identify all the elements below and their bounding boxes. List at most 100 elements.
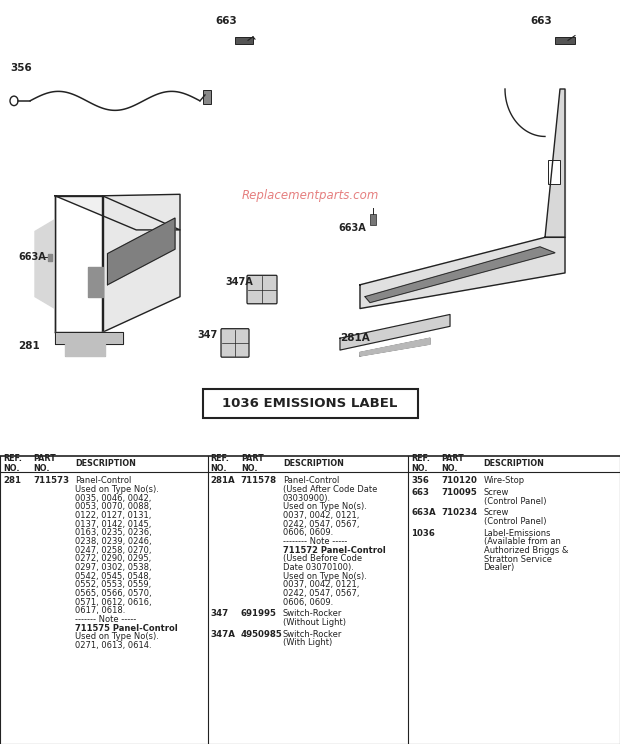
Text: Screw: Screw (484, 488, 509, 497)
Polygon shape (55, 196, 180, 230)
Bar (555, 36, 575, 44)
Text: 0037, 0042, 0121,: 0037, 0042, 0121, (283, 580, 359, 589)
Text: Used on Type No(s).: Used on Type No(s). (75, 632, 159, 641)
Text: 0242, 0547, 0567,: 0242, 0547, 0567, (283, 520, 360, 529)
Text: (Available from an: (Available from an (484, 537, 560, 546)
Text: Used on Type No(s).: Used on Type No(s). (75, 485, 159, 494)
Text: Switch-Rocker: Switch-Rocker (283, 609, 342, 618)
Text: 0053, 0070, 0088,: 0053, 0070, 0088, (75, 502, 152, 511)
Text: 347: 347 (211, 609, 229, 618)
Text: 281: 281 (18, 341, 40, 350)
Text: 1036 EMISSIONS LABEL: 1036 EMISSIONS LABEL (223, 397, 397, 410)
Bar (370, 214, 376, 225)
Text: Dealer): Dealer) (484, 563, 515, 572)
Text: REF.
NO.: REF. NO. (3, 454, 22, 473)
Text: (Used Before Code: (Used Before Code (283, 554, 362, 563)
Text: PART
NO.: PART NO. (241, 454, 264, 473)
FancyBboxPatch shape (247, 275, 277, 304)
Text: ------- Note -----: ------- Note ----- (75, 615, 136, 624)
Text: 710234: 710234 (441, 508, 477, 517)
Text: 0247, 0258, 0270,: 0247, 0258, 0270, (75, 545, 152, 555)
Text: 710120: 710120 (441, 476, 477, 486)
Text: 0163, 0235, 0236,: 0163, 0235, 0236, (75, 528, 152, 537)
Text: (Control Panel): (Control Panel) (484, 497, 546, 506)
Text: 663: 663 (215, 16, 237, 26)
Text: 0606, 0609.: 0606, 0609. (283, 597, 333, 606)
Text: 663A: 663A (411, 508, 436, 517)
Text: 356: 356 (411, 476, 429, 486)
Text: 347A: 347A (225, 277, 253, 286)
Text: 4950985: 4950985 (241, 629, 283, 638)
Text: 711578: 711578 (241, 476, 277, 486)
Text: 347A: 347A (211, 629, 236, 638)
Text: 1036: 1036 (411, 528, 435, 538)
Text: Date 03070100).: Date 03070100). (283, 563, 354, 572)
Text: 0037, 0042, 0121,: 0037, 0042, 0121, (283, 511, 359, 520)
Text: 281A: 281A (211, 476, 236, 486)
Text: PART
NO.: PART NO. (441, 454, 464, 473)
Bar (203, 389, 417, 417)
Text: 691995: 691995 (241, 609, 277, 618)
Text: Wire-Stop: Wire-Stop (484, 476, 525, 486)
Text: 0542, 0545, 0548,: 0542, 0545, 0548, (75, 571, 151, 580)
Text: 711572 Panel-Control: 711572 Panel-Control (283, 545, 386, 555)
Polygon shape (545, 89, 565, 237)
Polygon shape (87, 267, 102, 297)
Text: 663A: 663A (338, 223, 366, 234)
Polygon shape (360, 339, 430, 356)
Text: 281: 281 (3, 476, 21, 486)
Text: (With Light): (With Light) (283, 638, 332, 647)
Text: (Used After Code Date: (Used After Code Date (283, 485, 378, 494)
Text: 711575 Panel-Control: 711575 Panel-Control (75, 623, 178, 632)
Text: 663A: 663A (18, 252, 46, 263)
Polygon shape (102, 194, 180, 333)
Text: PART
NO.: PART NO. (33, 454, 56, 473)
Text: (Control Panel): (Control Panel) (484, 517, 546, 526)
Polygon shape (48, 254, 52, 261)
Text: 0297, 0302, 0538,: 0297, 0302, 0538, (75, 563, 152, 572)
Text: 281A: 281A (340, 333, 370, 342)
Text: Stratton Service: Stratton Service (484, 554, 552, 563)
Text: 711573: 711573 (33, 476, 69, 486)
Text: 347: 347 (197, 330, 217, 340)
Text: 0242, 0547, 0567,: 0242, 0547, 0567, (283, 589, 360, 598)
Text: 663: 663 (530, 16, 552, 26)
Text: 0272, 0290, 0295,: 0272, 0290, 0295, (75, 554, 151, 563)
Polygon shape (55, 333, 123, 344)
Polygon shape (65, 344, 105, 356)
FancyBboxPatch shape (221, 329, 249, 357)
Text: Replacementparts.com: Replacementparts.com (241, 189, 379, 202)
Text: Panel-Control: Panel-Control (75, 476, 131, 486)
Bar (203, 90, 211, 104)
Text: 0122, 0127, 0131,: 0122, 0127, 0131, (75, 511, 152, 520)
Text: 356: 356 (10, 63, 32, 73)
Polygon shape (360, 237, 565, 309)
Text: 710095: 710095 (441, 488, 477, 497)
Text: 0238, 0239, 0246,: 0238, 0239, 0246, (75, 537, 152, 546)
Text: DESCRIPTION: DESCRIPTION (75, 459, 136, 468)
Text: 03030900).: 03030900). (283, 494, 331, 503)
Text: 663: 663 (411, 488, 429, 497)
Text: Screw: Screw (484, 508, 509, 517)
Text: DESCRIPTION: DESCRIPTION (283, 459, 343, 468)
Text: Used on Type No(s).: Used on Type No(s). (283, 571, 367, 580)
Text: Label-Emissions: Label-Emissions (484, 528, 551, 538)
Bar (548, 160, 560, 184)
Text: 0552, 0553, 0559,: 0552, 0553, 0559, (75, 580, 151, 589)
Text: Panel-Control: Panel-Control (283, 476, 339, 486)
Text: (Without Light): (Without Light) (283, 618, 346, 627)
Text: 0137, 0142, 0145,: 0137, 0142, 0145, (75, 520, 152, 529)
Text: 0035, 0046, 0042,: 0035, 0046, 0042, (75, 494, 152, 503)
Text: Switch-Rocker: Switch-Rocker (283, 629, 342, 638)
Bar (235, 36, 253, 44)
Circle shape (10, 96, 18, 106)
Text: Authorized Briggs &: Authorized Briggs & (484, 546, 568, 555)
Text: 0617, 0618.: 0617, 0618. (75, 606, 126, 615)
Text: REF.
NO.: REF. NO. (411, 454, 430, 473)
Text: 0565, 0566, 0570,: 0565, 0566, 0570, (75, 589, 152, 598)
Text: 0271, 0613, 0614.: 0271, 0613, 0614. (75, 641, 152, 650)
Polygon shape (107, 218, 175, 285)
Text: Used on Type No(s).: Used on Type No(s). (283, 502, 367, 511)
Polygon shape (35, 219, 55, 309)
Text: -------- Note -----: -------- Note ----- (283, 537, 347, 546)
